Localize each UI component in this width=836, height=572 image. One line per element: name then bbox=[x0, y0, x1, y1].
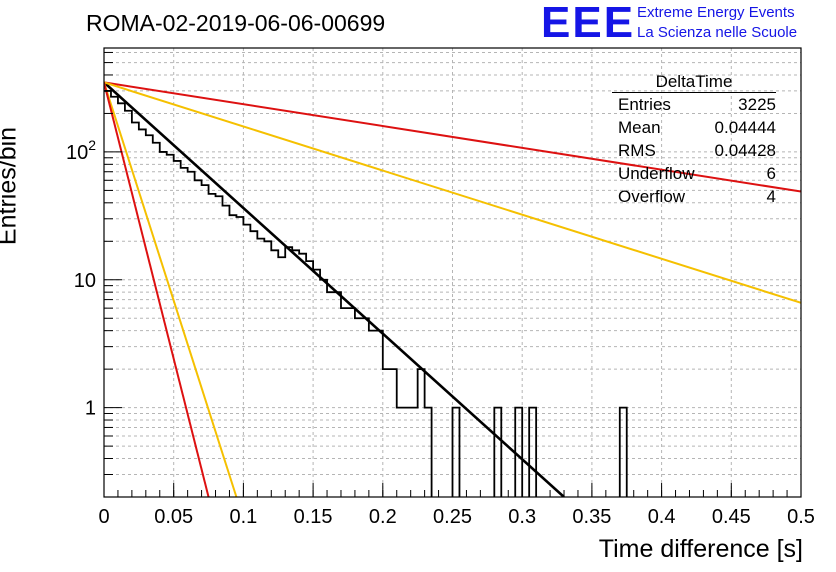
x-tick-label: 0.5 bbox=[787, 506, 815, 528]
stats-value: 6 bbox=[766, 164, 776, 183]
x-tick-label: 0.4 bbox=[648, 506, 676, 528]
stats-box: DeltaTime Entries 3225 Mean 0.04444 RMS 0.0… bbox=[612, 72, 776, 208]
histogram-steps bbox=[104, 90, 628, 497]
x-tick-label: 0.3 bbox=[508, 506, 536, 528]
stats-value: 4 bbox=[766, 187, 776, 206]
y-axis-label-wrap: Entries/bin bbox=[0, 127, 22, 245]
stats-row: Entries 3225 bbox=[612, 93, 776, 116]
x-tick-label: 0.45 bbox=[712, 506, 751, 528]
stats-value: 0.04444 bbox=[714, 118, 776, 137]
x-tick-label: 0.15 bbox=[294, 506, 333, 528]
fit-curve bbox=[104, 81, 565, 497]
x-tick-label: 0.2 bbox=[369, 506, 397, 528]
stats-label: RMS bbox=[618, 141, 656, 160]
stats-row: Underflow 6 bbox=[612, 162, 776, 185]
red-slow-curve bbox=[104, 81, 801, 193]
y-tick-exponent: 2 bbox=[88, 137, 96, 153]
stats-row: Overflow 4 bbox=[612, 185, 776, 208]
stats-label: Underflow bbox=[618, 164, 695, 183]
yellow-slow-curve bbox=[104, 81, 801, 304]
plot-frame bbox=[103, 47, 802, 498]
x-tick-label: 0.05 bbox=[154, 506, 193, 528]
stats-value: 0.04428 bbox=[714, 141, 776, 160]
y-tick-label: 102 bbox=[66, 137, 96, 164]
x-tick-label: 0.35 bbox=[572, 506, 611, 528]
fit-curves bbox=[104, 81, 801, 497]
axis-ticks: 0 0.05 0.1 0.15 0.2 0.25 0.3 0.35 0.4 0.45 0.5 1 10 1… bbox=[66, 51, 815, 528]
stats-row: Mean 0.04444 bbox=[612, 116, 776, 139]
logo-line-2: La Scienza nelle Scuole bbox=[637, 24, 798, 41]
plot-title: ROMA-02-2019-06-06-00699 bbox=[86, 10, 386, 36]
yellow-fast-curve bbox=[104, 82, 238, 497]
x-tick-label: 0.25 bbox=[433, 506, 472, 528]
stats-value: 3225 bbox=[738, 95, 776, 114]
y-axis-label: Entries/bin bbox=[0, 126, 22, 246]
x-tick-label: 0.1 bbox=[229, 506, 257, 528]
y-tick-label: 10 bbox=[74, 270, 96, 292]
stats-row: RMS 0.04428 bbox=[612, 139, 776, 162]
stats-label: Overflow bbox=[618, 187, 686, 206]
stats-title: DeltaTime bbox=[612, 72, 776, 93]
stats-label: Entries bbox=[618, 95, 671, 114]
stats-label: Mean bbox=[618, 118, 661, 137]
y-tick-label: 1 bbox=[85, 398, 96, 420]
x-tick-label: 0 bbox=[98, 506, 109, 528]
red-fast-curve bbox=[104, 82, 210, 497]
eee-logo: EEE bbox=[541, 0, 636, 47]
logo-line-1: Extreme Energy Events bbox=[637, 4, 795, 21]
x-axis-label: Time difference [s] bbox=[598, 535, 803, 563]
histogram bbox=[104, 90, 628, 497]
